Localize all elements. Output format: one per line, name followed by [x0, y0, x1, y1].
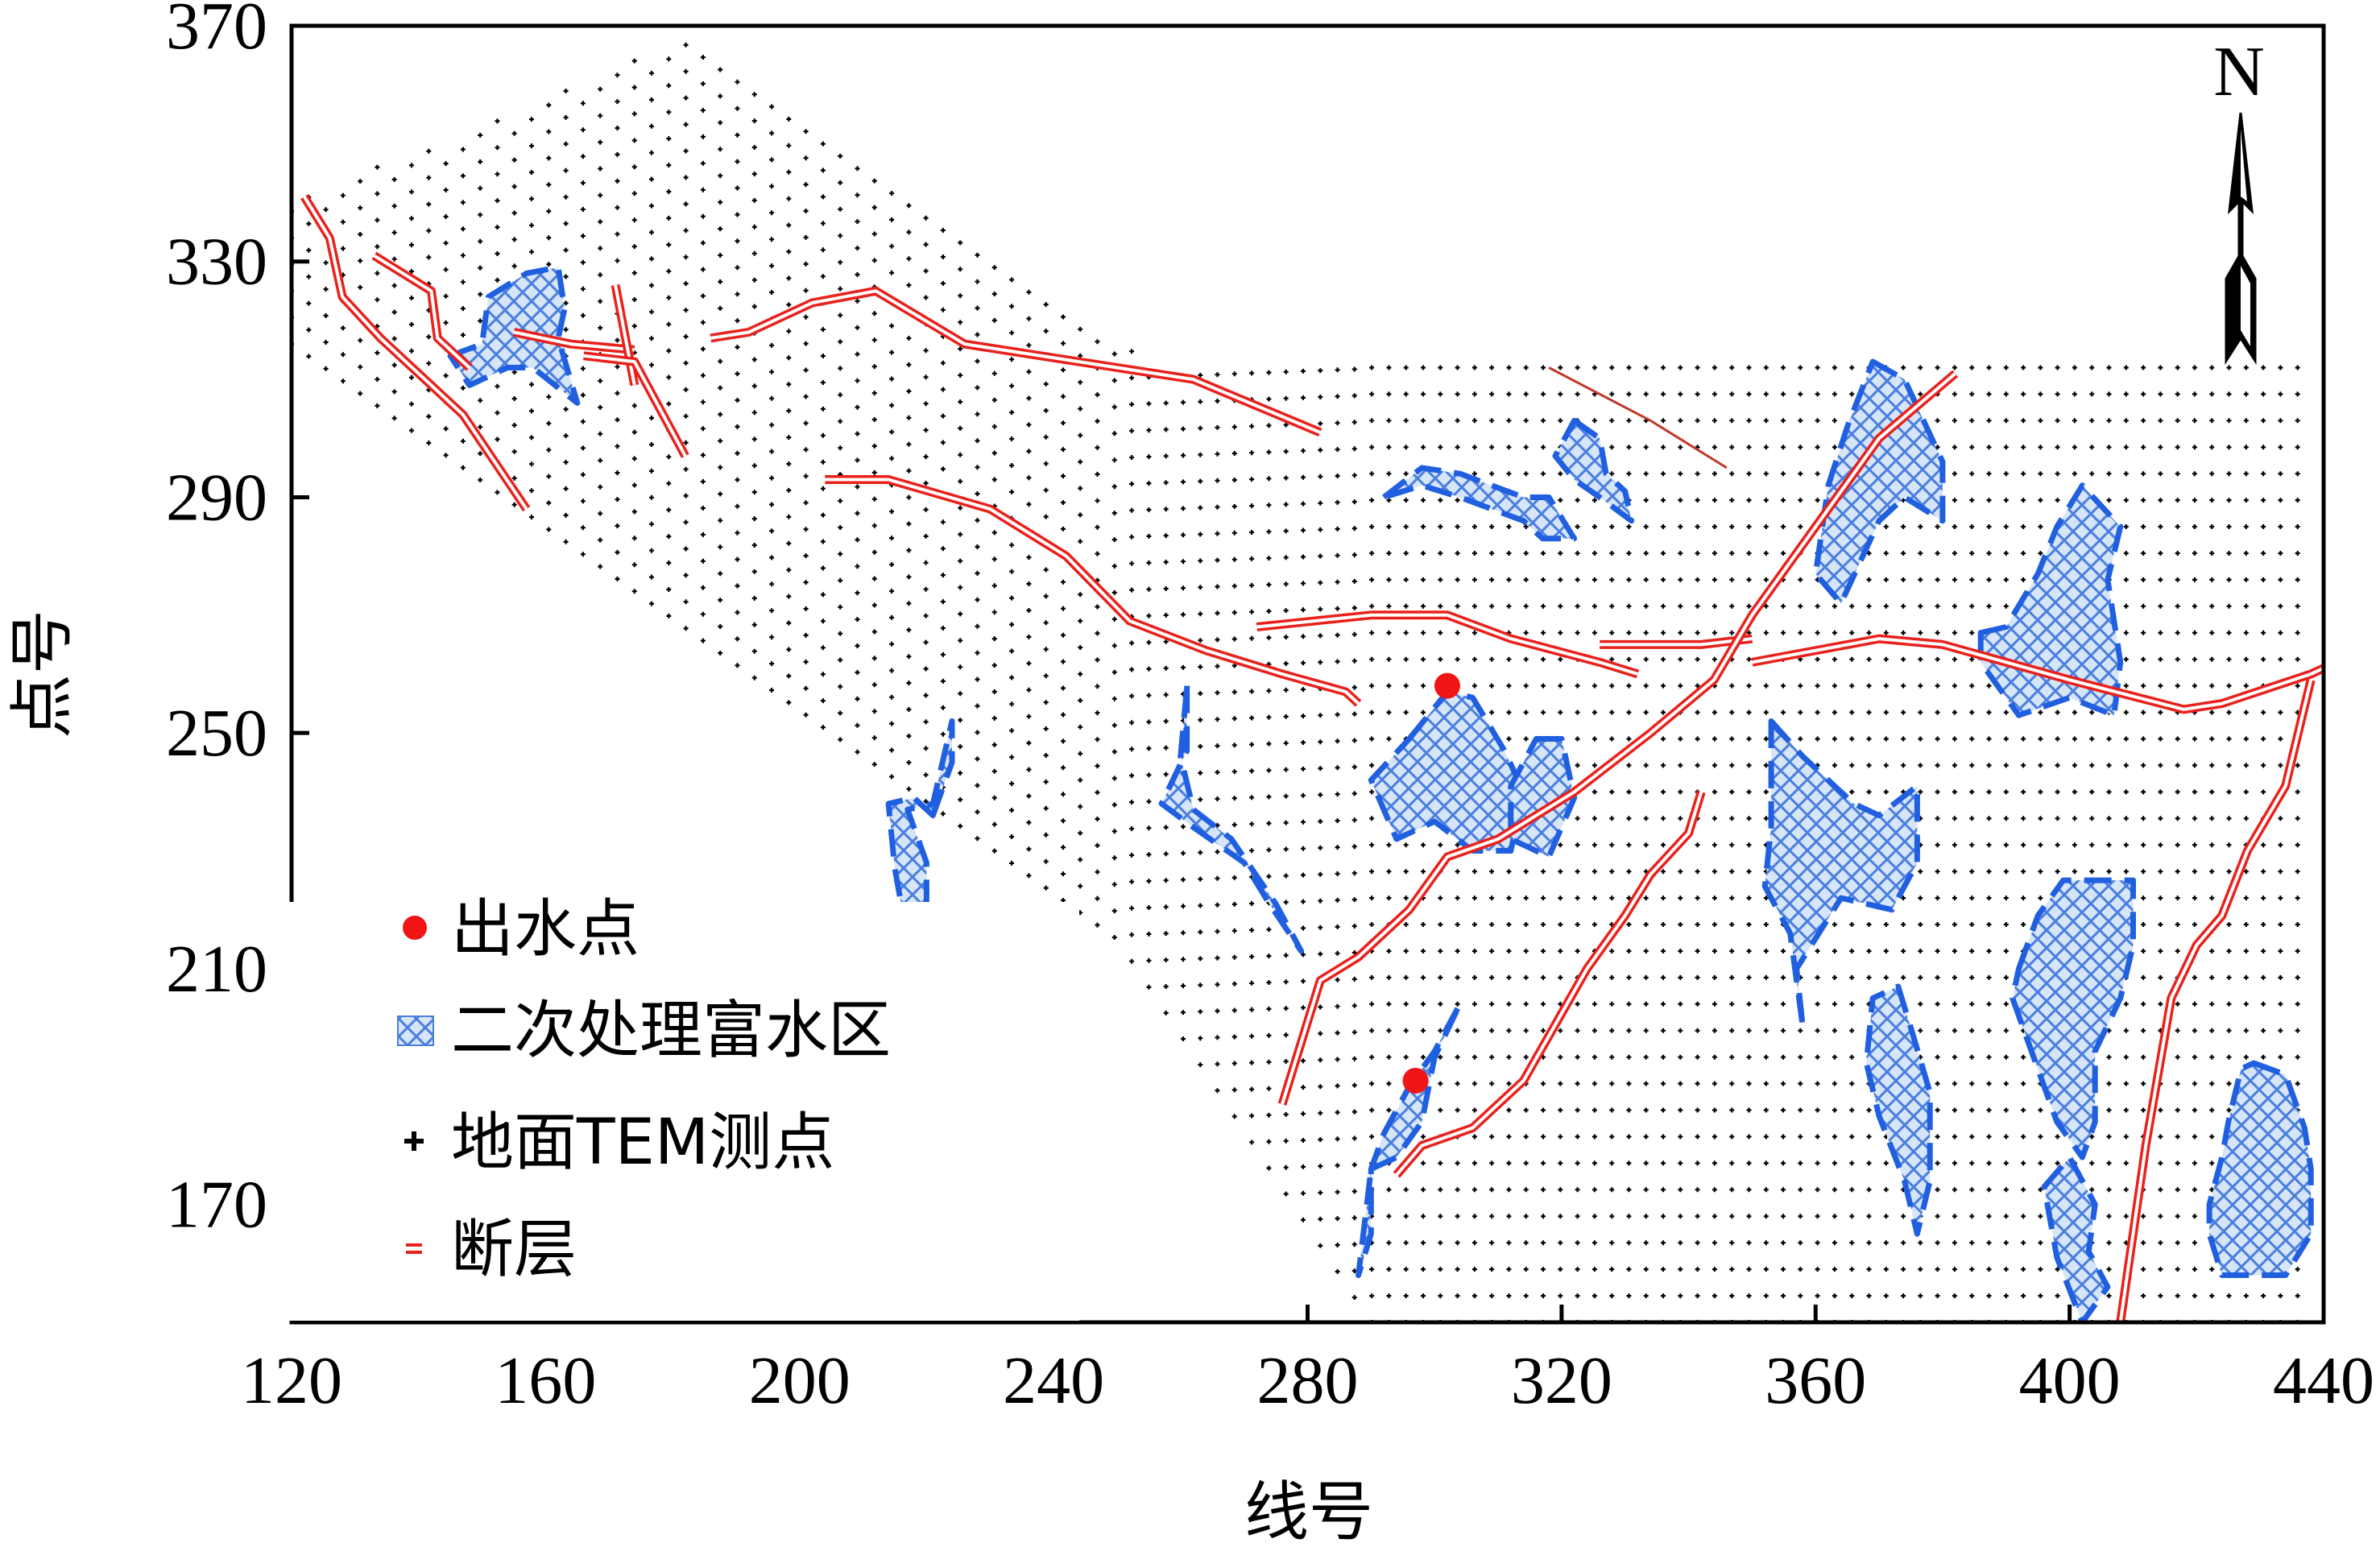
north-label: N — [2213, 33, 2265, 111]
legend-fault-label: 断层 — [451, 1214, 577, 1286]
water-rich-zones — [447, 264, 2314, 1322]
water-rich-zone-3 — [1158, 683, 1305, 954]
fault-7 — [825, 475, 1362, 707]
legend-item-water-outlet: 出水点 — [403, 893, 639, 966]
legend-tem-points-label: 地面TEM测点 — [451, 1106, 834, 1179]
y-tick-label: 250 — [166, 696, 267, 771]
x-tick-label: 200 — [749, 1343, 851, 1418]
tem-point-grid — [292, 42, 2300, 1322]
fault-11 — [1277, 370, 1959, 1106]
water-rich-zone-2 — [885, 718, 955, 924]
fault-thin — [1548, 366, 1728, 469]
y-axis-title: 点号 — [5, 610, 80, 738]
tem-survey-points — [292, 42, 2300, 1322]
water-rich-zone-15 — [1356, 1001, 1463, 1278]
fault-3 — [512, 328, 635, 354]
legend-item-tem-points: 地面TEM测点 — [404, 1106, 834, 1179]
fault-1 — [300, 194, 531, 512]
water-rich-zone-13 — [2041, 1154, 2111, 1322]
x-tick-label: 320 — [1511, 1343, 1612, 1418]
legend-water-outlet-label: 出水点 — [451, 893, 639, 966]
fault-13 — [2116, 679, 2316, 1322]
fault-5 — [583, 351, 689, 458]
legend-water-rich-zone-icon — [397, 1015, 434, 1046]
legend-water-outlet-icon — [403, 916, 427, 940]
x-axis-title: 线号 — [1244, 1475, 1373, 1547]
fault-6 — [710, 286, 1322, 437]
water-outlet-point-2 — [1402, 1067, 1429, 1094]
legend: 出水点 二次处理富水区 地面TEM测点 断层 — [274, 893, 1079, 1321]
water-outlet-point-1 — [1434, 672, 1460, 699]
fault-2 — [371, 251, 473, 371]
water-rich-zone-5 — [1552, 417, 1635, 524]
y-tick-label: 370 — [166, 0, 267, 64]
y-tick-label: 290 — [166, 460, 267, 535]
fault-12 — [1393, 790, 1706, 1178]
fault-8 — [1256, 610, 1640, 679]
x-tick-label: 160 — [495, 1343, 596, 1418]
legend-item-water-rich-zone: 二次处理富水区 — [397, 995, 891, 1067]
water-rich-zone-4 — [1380, 465, 1578, 542]
x-tick-label: 280 — [1257, 1343, 1359, 1418]
water-rich-zone-11 — [1863, 983, 1933, 1237]
y-tick-label: 210 — [166, 932, 267, 1007]
x-tick-label: 400 — [2019, 1343, 2121, 1418]
water-outlet-points — [1402, 672, 1460, 1094]
water-rich-zone-8 — [1761, 718, 1920, 1031]
legend-fault-icon — [406, 1243, 422, 1254]
water-rich-zone-12 — [2010, 877, 2136, 1160]
x-tick-label: 440 — [2273, 1343, 2374, 1418]
x-tick-label: 360 — [1765, 1343, 1866, 1418]
y-tick-label: 170 — [166, 1168, 267, 1243]
y-tick-label: 330 — [166, 225, 267, 300]
y-axis: 370 330 290 250 210 170 — [166, 0, 309, 1243]
legend-water-rich-zone-label: 二次处理富水区 — [451, 995, 891, 1067]
water-rich-zone-7 — [1508, 736, 1578, 860]
legend-tem-points-icon — [404, 1131, 424, 1151]
water-rich-zone-10 — [1977, 482, 2124, 718]
water-rich-zone-9 — [1812, 358, 1946, 606]
water-rich-zone-14 — [2206, 1060, 2314, 1278]
x-axis: 120 160 200 240 280 320 360 400 440 — [241, 1305, 2374, 1418]
fault-9 — [1600, 634, 1753, 649]
faults — [300, 194, 2324, 1322]
x-tick-label: 120 — [241, 1343, 342, 1418]
water-rich-zone-6 — [1368, 689, 1527, 854]
x-tick-label: 240 — [1003, 1343, 1104, 1418]
north-arrow: N — [2213, 33, 2265, 366]
fault-4 — [611, 283, 639, 387]
legend-item-fault: 断层 — [406, 1214, 577, 1286]
fault-10 — [1751, 634, 2324, 714]
